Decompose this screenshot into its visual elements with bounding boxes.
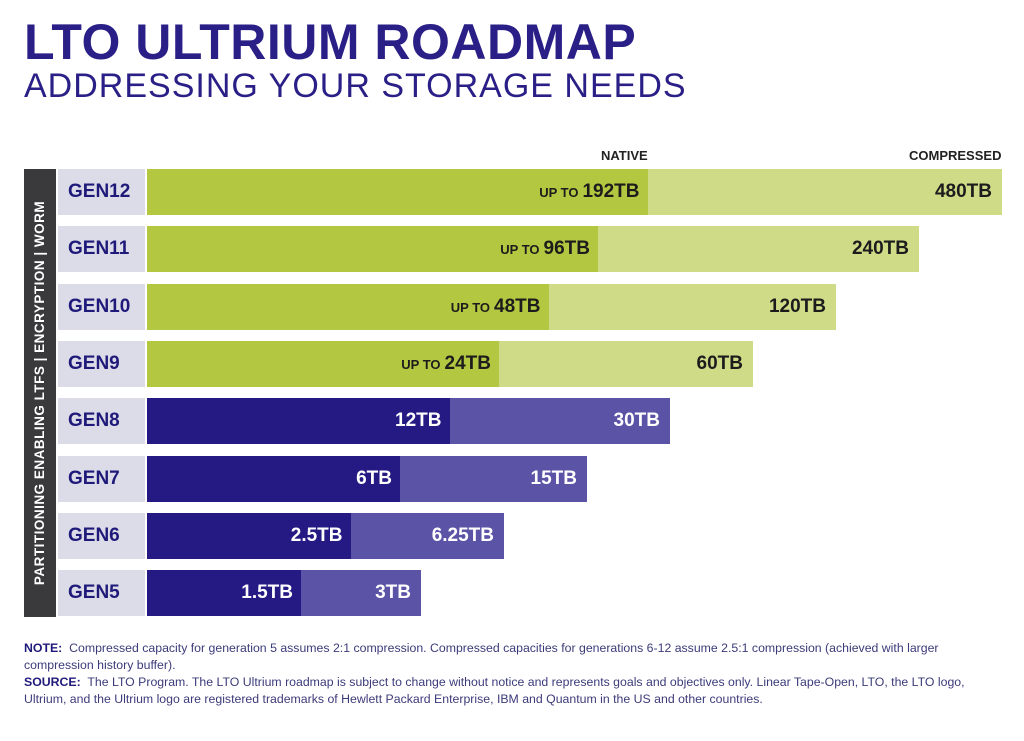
native-value-label-gen6: 2.5TB (291, 513, 343, 559)
compressed-bar-gen5 (301, 570, 421, 617)
gen-label-gen8: GEN8 (58, 398, 145, 445)
compressed-bar-gen9 (499, 340, 753, 387)
native-bar-gen9 (147, 340, 499, 387)
gen-label-gen9: GEN9 (58, 340, 145, 387)
compressed-value-label-gen5: 3TB (375, 582, 411, 604)
native-value-text: 6TB (356, 467, 392, 489)
native-value-label-gen9: UP TO 24TB (401, 341, 491, 387)
compressed-value-label-gen12: 480TB (934, 181, 992, 202)
note-label: NOTE: (24, 641, 63, 655)
native-bar-gen6 (147, 512, 351, 559)
gen-label-gen12: GEN12 (58, 169, 145, 215)
native-bar-gen11 (147, 226, 598, 273)
chart-subtitle: ADDRESSING YOUR STORAGE NEEDS (24, 67, 687, 105)
compressed-bar-gen10 (548, 283, 836, 330)
compressed-bar-gen8 (449, 398, 670, 445)
up-to-prefix: UP TO (500, 242, 540, 258)
native-bar-gen7 (147, 455, 400, 502)
compressed-value-label-gen8: 30TB (613, 410, 660, 432)
native-bar-gen10 (147, 283, 549, 330)
note-paragraph: NOTE: Compressed capacity for generation… (24, 640, 994, 674)
native-column-header: NATIVE (601, 148, 648, 163)
native-value-label-gen8: 12TB (395, 398, 441, 444)
native-value-text: 192TB (582, 181, 640, 202)
up-to-prefix: UP TO (539, 185, 579, 200)
compressed-value-label-gen6: 6.25TB (431, 524, 494, 546)
native-bar-gen8 (147, 398, 450, 445)
source-label: SOURCE: (24, 675, 81, 689)
up-to-prefix: UP TO (450, 299, 491, 315)
native-bar-gen5 (147, 570, 301, 617)
native-value-text: 1.5TB (241, 582, 293, 604)
features-side-strip (24, 169, 56, 617)
native-value-label-gen10: UP TO 48TB (451, 284, 541, 330)
native-value-label-gen7: 6TB (356, 456, 392, 502)
up-to-prefix: UP TO (401, 356, 441, 372)
native-bar-gen12 (147, 169, 648, 215)
native-value-label-gen12: UP TO 192TB (539, 169, 639, 215)
native-value-label-gen11: UP TO 96TB (500, 226, 590, 272)
native-value-text: 96TB (543, 238, 590, 260)
gen-label-gen10: GEN10 (58, 283, 145, 330)
gen-label-gen6: GEN6 (58, 512, 145, 559)
features-side-label: PARTITIONING ENABLING LTFS | ENCRYPTION … (32, 200, 47, 586)
compressed-value-label-gen7: 15TB (530, 467, 577, 489)
source-paragraph: SOURCE: The LTO Program. The LTO Ultrium… (24, 674, 994, 708)
native-value-text: 2.5TB (290, 524, 343, 546)
compressed-bar-gen6 (350, 512, 504, 559)
chart-title: LTO ULTRIUM ROADMAP (24, 14, 637, 70)
compressed-column-header: COMPRESSED (909, 148, 1002, 163)
note-text: Compressed capacity for generation 5 ass… (24, 641, 939, 672)
gen-label-gen11: GEN11 (58, 226, 145, 273)
compressed-bar-gen7 (400, 455, 587, 502)
compressed-bar-gen12 (647, 169, 1002, 215)
gen-label-gen5: GEN5 (58, 570, 145, 617)
compressed-value-label-gen11: 240TB (851, 238, 909, 260)
gen-label-gen7: GEN7 (58, 455, 145, 502)
compressed-value-label-gen9: 60TB (696, 352, 743, 374)
native-value-text: 12TB (395, 410, 442, 432)
native-value-text: 24TB (444, 352, 491, 374)
compressed-value-label-gen10: 120TB (768, 295, 826, 317)
native-value-label-gen5: 1.5TB (241, 570, 293, 616)
compressed-bar-gen11 (598, 226, 919, 273)
source-text: The LTO Program. The LTO Ultrium roadmap… (24, 675, 965, 706)
native-value-text: 48TB (494, 295, 541, 317)
